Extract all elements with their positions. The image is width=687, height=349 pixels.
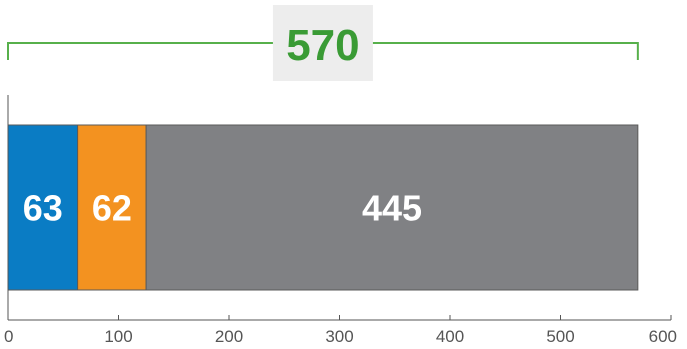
bar-segment-0 <box>7 124 79 291</box>
bar-segments: 63 62 445 <box>7 124 639 291</box>
x-tick-label-0: 0 <box>4 327 13 346</box>
total-label-box <box>272 5 373 81</box>
segment-value-label-2: 445 <box>362 188 422 229</box>
bar-segment-2 <box>145 124 639 291</box>
segment-value-label-0: 63 <box>23 188 63 229</box>
x-tick-label-6: 600 <box>649 327 677 346</box>
x-tick-label-2: 200 <box>215 327 243 346</box>
segment-value-label-1: 62 <box>92 188 132 229</box>
x-tick-label-3: 300 <box>325 327 353 346</box>
total-value-label: 570 <box>286 21 359 70</box>
x-tick-label-4: 400 <box>436 327 464 346</box>
total-bracket: 570 <box>7 5 639 81</box>
x-tick-label-5: 500 <box>546 327 574 346</box>
x-axis: 0 100 200 300 400 500 600 <box>4 95 677 346</box>
bar-segment-1 <box>77 124 147 291</box>
x-tick-label-1: 100 <box>104 327 132 346</box>
